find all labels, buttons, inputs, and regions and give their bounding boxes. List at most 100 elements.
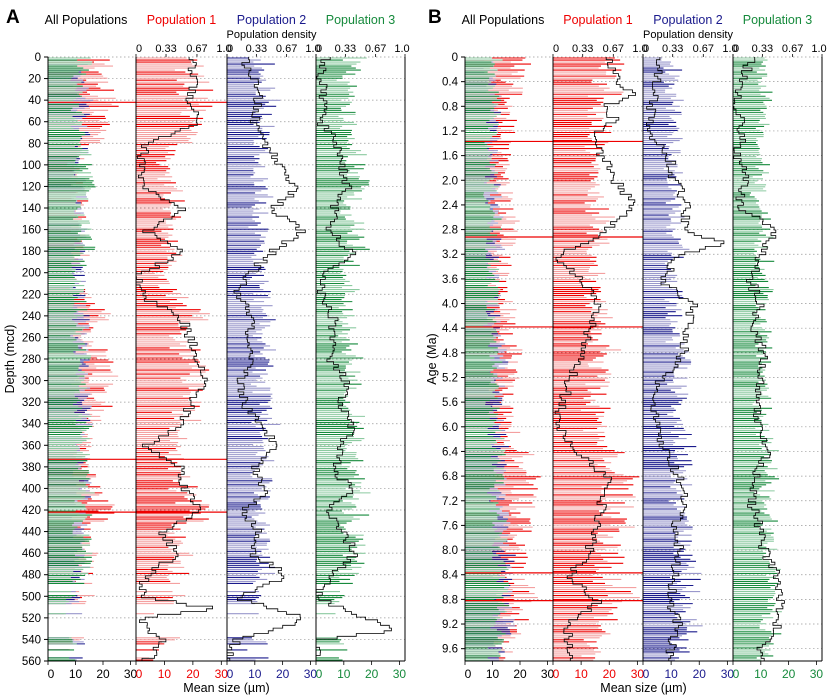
bottom-tick-label: 30 — [215, 667, 229, 681]
y-tick-label: 400 — [22, 483, 41, 495]
top-tick-label: 0.67 — [365, 43, 386, 55]
y-tick-label: 460 — [22, 548, 41, 560]
y-tick-label: 160 — [22, 225, 41, 237]
bottom-tick-label: 20 — [365, 667, 379, 681]
top-tick-label: 0.33 — [155, 43, 176, 55]
y-tick-label: 560 — [22, 656, 41, 668]
bottom-tick-label: 20 — [782, 667, 796, 681]
top-tick-label: 1.0 — [811, 43, 826, 55]
y-tick-label: 360 — [22, 440, 41, 452]
top-tick-label: 1.0 — [216, 43, 231, 55]
bottom-tick-label: 0 — [643, 667, 650, 681]
y-tick-label: 1.6 — [442, 151, 458, 163]
top-tick-label: 0.33 — [662, 43, 683, 55]
bottom-tick-label: 30 — [393, 667, 407, 681]
bottom-tick-label: 30 — [124, 667, 138, 681]
density-curve-pop3 — [732, 57, 785, 662]
bottom-tick-label: 30 — [721, 667, 735, 681]
y-tick-label: 0 — [452, 52, 458, 64]
top-tick-label: 1.0 — [632, 43, 647, 55]
column-title: Population 1 — [147, 13, 217, 27]
bottom-tick-label: 10 — [337, 667, 351, 681]
top-tick-label: 0 — [643, 43, 649, 55]
y-tick-label: 2.4 — [442, 200, 459, 212]
column-title: Population 3 — [743, 13, 813, 27]
bottom-tick-label: 20 — [186, 667, 200, 681]
bottom-tick-label: 10 — [754, 667, 768, 681]
y-tick-label: 9.6 — [442, 644, 458, 656]
top-tick-label: 0.67 — [693, 43, 714, 55]
y-tick-label: 7.2 — [442, 496, 458, 508]
y-tick-label: 240 — [22, 311, 41, 323]
bottom-tick-label: 30 — [541, 667, 555, 681]
top-axis-label: Population density — [643, 29, 733, 41]
column-title: Population 2 — [653, 13, 723, 27]
bottom-tick-label: 20 — [513, 667, 527, 681]
y-tick-label: 5.2 — [442, 372, 458, 384]
y-tick-label: 2.0 — [442, 175, 458, 187]
y-tick-label: 7.6 — [442, 520, 458, 532]
density-curve-pop1 — [554, 57, 636, 662]
panel-letter: A — [6, 7, 20, 28]
y-tick-label: 340 — [22, 419, 41, 431]
panel-letter: B — [428, 7, 442, 28]
top-tick-label: 1.0 — [394, 43, 409, 55]
y-tick-label: 40 — [28, 95, 41, 107]
top-tick-label: 0.67 — [276, 43, 297, 55]
top-tick-label: 0 — [316, 43, 322, 55]
bottom-tick-label: 30 — [304, 667, 318, 681]
y-tick-label: 420 — [22, 505, 41, 517]
top-tick-label: 0.33 — [572, 43, 593, 55]
y-tick-label: 80 — [28, 138, 41, 150]
bottom-tick-label: 10 — [664, 667, 678, 681]
top-tick-label: 0.67 — [782, 43, 803, 55]
y-tick-label: 140 — [22, 203, 41, 215]
y-tick-label: 0.4 — [442, 77, 459, 89]
y-tick-label: 8.4 — [442, 570, 459, 582]
y-tick-label: 180 — [22, 246, 41, 258]
y-tick-label: 20 — [28, 74, 41, 86]
density-curve-pop1 — [135, 57, 213, 662]
y-tick-label: 3.2 — [442, 249, 458, 261]
panel-a: A All Populations Population 1 Population 2… — [3, 7, 410, 695]
column-title: All Populations — [45, 13, 128, 27]
bottom-tick-label: 30 — [631, 667, 645, 681]
bottom-tick-label: 0 — [48, 667, 55, 681]
column-title: Population 1 — [563, 13, 633, 27]
bottom-tick-label: 10 — [248, 667, 262, 681]
y-tick-label: 100 — [22, 160, 41, 172]
y-tick-label: 1.2 — [442, 126, 458, 138]
column-title: All Populations — [462, 13, 545, 27]
y-axis-label: Age (Ma) — [425, 333, 439, 384]
y-tick-label: 3.6 — [442, 274, 458, 286]
y-axis-label: Depth (mcd) — [3, 325, 17, 394]
y-tick-label: 120 — [22, 181, 41, 193]
bottom-tick-label: 0 — [316, 667, 323, 681]
y-tick-label: 60 — [28, 117, 41, 129]
y-tick-label: 500 — [22, 591, 41, 603]
y-tick-label: 4.8 — [442, 348, 458, 360]
y-tick-label: 9.2 — [442, 619, 458, 631]
bottom-tick-label: 20 — [96, 667, 110, 681]
y-tick-label: 440 — [22, 527, 41, 539]
top-tick-label: 0.33 — [335, 43, 356, 55]
bottom-tick-label: 0 — [733, 667, 740, 681]
density-curve-pop3 — [315, 57, 392, 661]
bottom-tick-label: 20 — [693, 667, 707, 681]
top-axis-label: Population density — [227, 29, 317, 41]
y-tick-label: 260 — [22, 332, 41, 344]
bottom-tick-label: 20 — [276, 667, 290, 681]
bottom-tick-label: 10 — [486, 667, 500, 681]
bottom-tick-label: 20 — [603, 667, 617, 681]
y-tick-label: 200 — [22, 268, 41, 280]
y-tick-label: 4.4 — [442, 323, 459, 335]
bottom-tick-label: 0 — [465, 667, 472, 681]
top-tick-label: 0 — [733, 43, 739, 55]
top-tick-label: 0.67 — [603, 43, 624, 55]
bottom-tick-label: 10 — [158, 667, 172, 681]
y-tick-label: 300 — [22, 376, 41, 388]
y-tick-label: 6.4 — [442, 446, 459, 458]
density-curve-pop2 — [226, 57, 306, 662]
y-tick-label: 220 — [22, 289, 41, 301]
